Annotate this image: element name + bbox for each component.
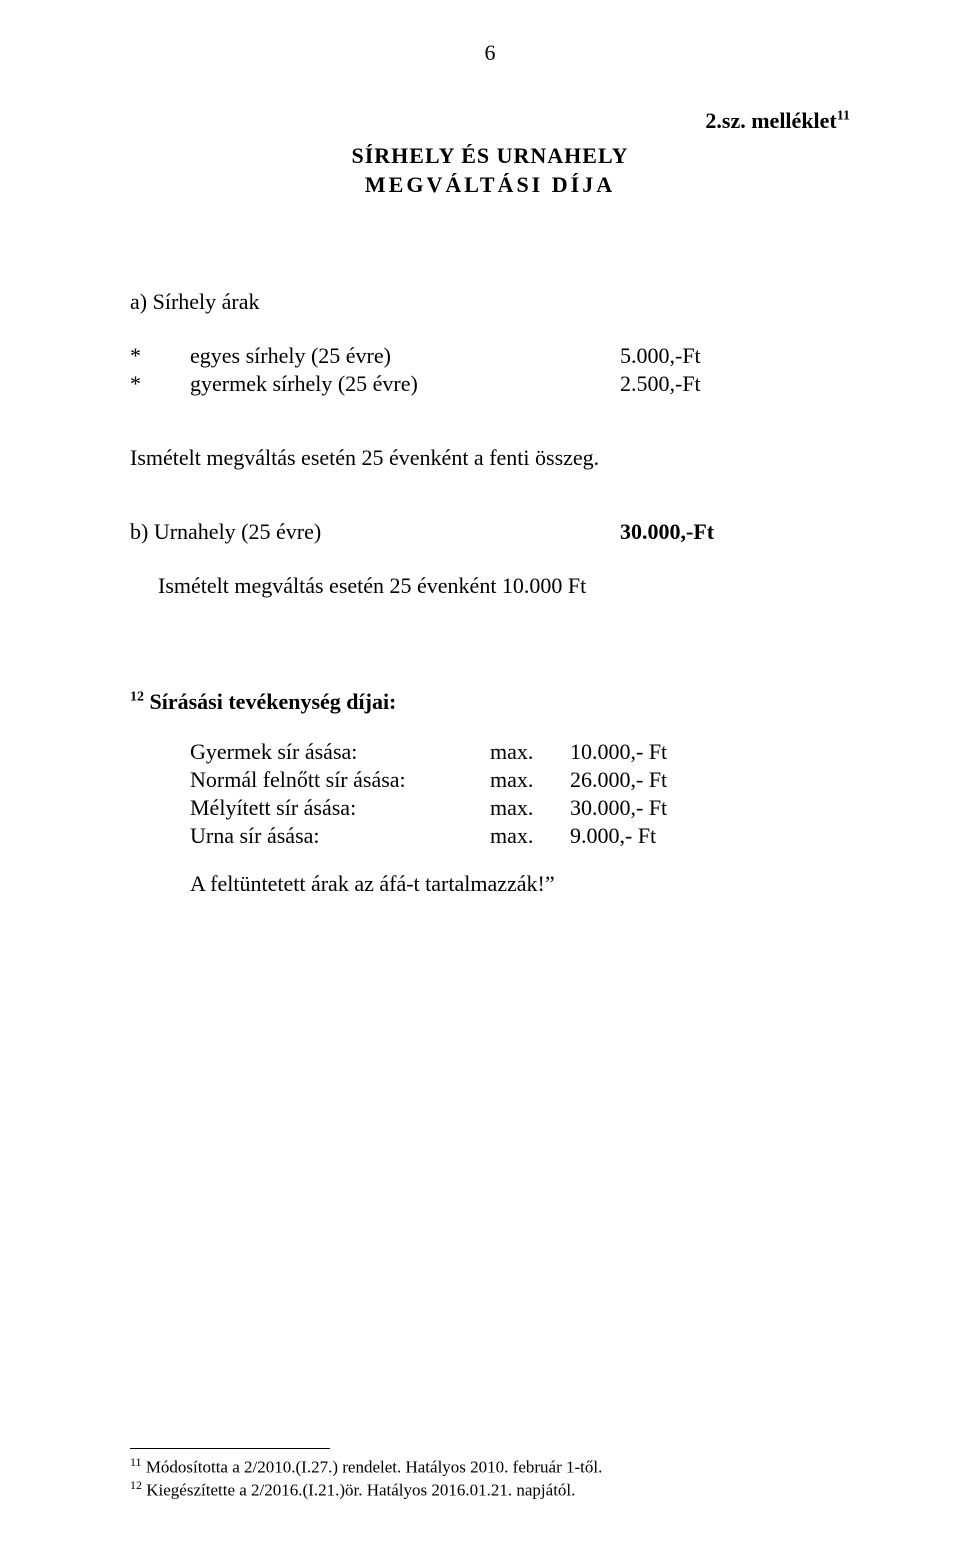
- annex-text: 2.sz. melléklet: [705, 108, 836, 133]
- footnote: 11 Módosította a 2/2010.(I.27.) rendelet…: [130, 1455, 850, 1478]
- price-row: * egyes sírhely (25 évre) 5.000,-Ft: [130, 343, 850, 369]
- dig-max: max.: [490, 823, 570, 849]
- dig-label: Urna sír ásása:: [190, 823, 490, 849]
- section-a-heading: a) Sírhely árak: [130, 289, 850, 315]
- bullet: *: [130, 343, 190, 369]
- footnotes: 11 Módosította a 2/2010.(I.27.) rendelet…: [130, 1448, 850, 1501]
- annex-label: 2.sz. melléklet11: [130, 108, 850, 134]
- price-row: * gyermek sírhely (25 évre) 2.500,-Ft: [130, 371, 850, 397]
- footnote-text: Kiegészítette a 2/2016.(I.21.)ör. Hatály…: [142, 1481, 575, 1500]
- digging-sup: 12: [130, 690, 144, 705]
- digging-title-text: Sírásási tevékenység díjai:: [144, 689, 396, 714]
- section-b-note: Ismételt megváltás esetén 25 évenként 10…: [158, 573, 850, 599]
- footnote: 12 Kiegészítette a 2/2016.(I.21.)ör. Hat…: [130, 1478, 850, 1501]
- price-label: gyermek sírhely (25 évre): [190, 371, 620, 397]
- dig-label: Mélyített sír ásása:: [190, 795, 490, 821]
- dig-value: 10.000,- Ft: [570, 739, 850, 765]
- document-title: SÍRHELY ÉS URNAHELY MEGVÁLTÁSI DÍJA: [130, 142, 850, 199]
- section-a-note: Ismételt megváltás esetén 25 évenként a …: [130, 445, 850, 471]
- digging-row: Mélyített sír ásása: max. 30.000,- Ft: [190, 795, 850, 821]
- footnote-sup: 11: [130, 1455, 142, 1469]
- footnote-rule: [130, 1448, 330, 1449]
- dig-label: Normál felnőtt sír ásása:: [190, 767, 490, 793]
- annex-sup: 11: [837, 109, 850, 124]
- document-page: 6 2.sz. melléklet11 SÍRHELY ÉS URNAHELY …: [0, 0, 960, 1551]
- dig-max: max.: [490, 739, 570, 765]
- dig-max: max.: [490, 767, 570, 793]
- afa-note: A feltüntetett árak az áfá-t tartalmazzá…: [190, 871, 850, 897]
- digging-title: 12 Sírásási tevékenység díjai:: [130, 689, 850, 715]
- section-b-value: 30.000,-Ft: [620, 519, 714, 545]
- price-value: 5.000,-Ft: [620, 343, 850, 369]
- price-value: 2.500,-Ft: [620, 371, 850, 397]
- dig-max: max.: [490, 795, 570, 821]
- footnote-sup: 12: [130, 1478, 142, 1492]
- footnote-text: Módosította a 2/2010.(I.27.) rendelet. H…: [142, 1458, 603, 1477]
- digging-row: Normál felnőtt sír ásása: max. 26.000,- …: [190, 767, 850, 793]
- section-b-label: b) Urnahely (25 évre): [130, 519, 620, 545]
- section-b-row: b) Urnahely (25 évre) 30.000,-Ft: [130, 519, 850, 545]
- title-line1: SÍRHELY ÉS URNAHELY: [130, 142, 850, 171]
- digging-row: Urna sír ásása: max. 9.000,- Ft: [190, 823, 850, 849]
- dig-value: 9.000,- Ft: [570, 823, 850, 849]
- dig-label: Gyermek sír ásása:: [190, 739, 490, 765]
- digging-row: Gyermek sír ásása: max. 10.000,- Ft: [190, 739, 850, 765]
- title-line2: MEGVÁLTÁSI DÍJA: [130, 171, 850, 200]
- price-label: egyes sírhely (25 évre): [190, 343, 620, 369]
- dig-value: 26.000,- Ft: [570, 767, 850, 793]
- dig-value: 30.000,- Ft: [570, 795, 850, 821]
- page-number: 6: [130, 40, 850, 66]
- bullet: *: [130, 371, 190, 397]
